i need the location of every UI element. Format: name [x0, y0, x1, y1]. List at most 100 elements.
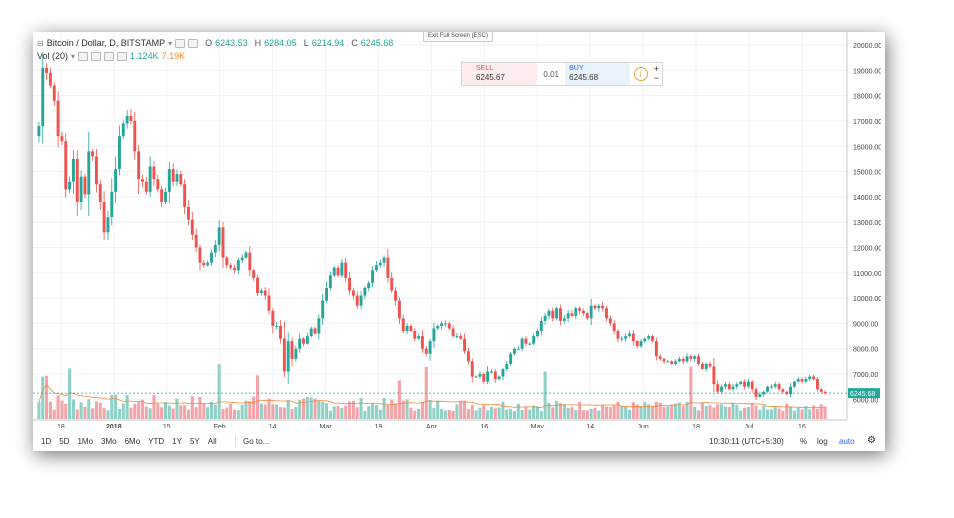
- period-5y[interactable]: 5Y: [189, 437, 200, 446]
- candle-body: [405, 325, 409, 332]
- volume-bar: [578, 401, 582, 419]
- chart-plot-area[interactable]: 20000.00 19000.00 18000.00 17000.00 16000.00…: [33, 32, 881, 428]
- candle-body: [351, 290, 355, 296]
- price-tick-label: 16000.00: [853, 144, 881, 151]
- candle-body: [98, 184, 102, 202]
- candle-body: [87, 151, 91, 195]
- gear-icon[interactable]: ⚙: [867, 435, 876, 446]
- volume-bar: [643, 402, 647, 419]
- candle-body: [524, 338, 528, 344]
- chevron-down-icon[interactable]: ▾: [71, 51, 76, 61]
- volume-bar: [271, 404, 275, 419]
- candle-body: [91, 151, 95, 157]
- buy-label: BUY: [569, 65, 584, 72]
- bottom-toolbar: 1D 5D 1Mo 3Mo 6Mo YTD 1Y 5Y All Go to...…: [33, 432, 885, 451]
- volume-bar: [45, 375, 49, 419]
- settings-mini-icon[interactable]: [188, 38, 199, 48]
- candle-body: [693, 356, 697, 359]
- candle-body: [252, 270, 256, 278]
- percent-toggle[interactable]: %: [800, 437, 808, 446]
- volume-bar: [696, 410, 701, 419]
- candle-body: [674, 361, 677, 364]
- period-6mo[interactable]: 6Mo: [124, 437, 141, 446]
- volume-label[interactable]: Vol (20): [37, 51, 69, 61]
- candle-body: [440, 323, 444, 326]
- candle-body: [428, 341, 432, 354]
- period-1d[interactable]: 1D: [41, 437, 52, 446]
- candle-body: [624, 336, 628, 339]
- delete-mini-icon[interactable]: [104, 51, 115, 61]
- candle-body: [808, 376, 812, 380]
- time-tick-label: 18: [692, 424, 700, 428]
- candle-body: [125, 115, 129, 124]
- auto-toggle[interactable]: auto: [839, 437, 855, 446]
- volume-bar: [443, 410, 447, 419]
- volume-bar: [41, 376, 45, 419]
- candle-body: [589, 305, 593, 319]
- price-tick-label: 14000.00: [853, 195, 881, 202]
- candle-body: [551, 310, 555, 319]
- volume-bar: [252, 396, 256, 419]
- candle-body: [52, 85, 56, 101]
- candle-body: [71, 158, 75, 182]
- volume-bar: [685, 401, 689, 419]
- sell-button[interactable]: SELL 6245.67: [462, 63, 538, 85]
- volume-bar: [512, 410, 516, 419]
- period-all[interactable]: All: [207, 437, 217, 446]
- period-1mo[interactable]: 1Mo: [77, 437, 94, 446]
- candle-body: [217, 227, 221, 245]
- volume-bar: [754, 405, 758, 419]
- volume-bar: [163, 402, 168, 419]
- exit-fullscreen-button[interactable]: Exit Full Screen (ESC): [423, 32, 494, 42]
- clock-timezone[interactable]: 10:30:11 (UTC+5:30): [709, 437, 784, 446]
- info-button[interactable]: i: [630, 63, 650, 85]
- candle-body: [731, 386, 735, 390]
- candle-body: [305, 336, 309, 344]
- candle-body: [187, 207, 190, 220]
- period-1y[interactable]: 1Y: [172, 437, 182, 446]
- eye-icon[interactable]: [175, 38, 186, 48]
- eye-icon[interactable]: [78, 51, 89, 61]
- volume-bar: [593, 407, 597, 419]
- volume-bar: [558, 403, 563, 419]
- candle-body: [133, 120, 137, 152]
- period-ytd[interactable]: YTD: [148, 437, 165, 446]
- volume-bar: [474, 410, 478, 419]
- settings-mini-icon[interactable]: [91, 51, 102, 61]
- spread-value: 0.01: [543, 69, 559, 79]
- candle-body: [302, 338, 305, 344]
- time-tick-label: 14: [586, 424, 594, 428]
- candle-body: [263, 290, 267, 296]
- candle-body: [493, 371, 497, 380]
- volume-bar: [792, 410, 796, 419]
- price-tick-label: 13000.00: [853, 220, 881, 227]
- collapse-icon[interactable]: ⊟: [37, 38, 44, 48]
- chevron-down-icon[interactable]: ▾: [168, 38, 173, 48]
- plus-button[interactable]: +: [653, 64, 660, 74]
- candle-body: [555, 308, 559, 319]
- candle-body: [144, 181, 148, 192]
- volume-bar: [466, 409, 470, 419]
- volume-bar: [267, 398, 271, 419]
- minus-button[interactable]: −: [653, 73, 660, 83]
- symbol-title[interactable]: Bitcoin / Dollar, D, BITSTAMP: [46, 38, 166, 48]
- buy-button[interactable]: BUY 6245.68: [565, 63, 631, 85]
- candle-body: [631, 333, 635, 342]
- period-3mo[interactable]: 3Mo: [101, 437, 117, 446]
- zoom-controls: + −: [651, 63, 662, 85]
- volume-bar: [796, 408, 800, 419]
- time-tick-label: Mar: [320, 424, 333, 428]
- close-mini-icon[interactable]: [117, 51, 128, 61]
- candle-body: [781, 389, 785, 392]
- volume-bar: [79, 402, 83, 419]
- candle-body: [643, 338, 647, 342]
- candle-body: [37, 126, 41, 137]
- goto-button[interactable]: Go to...: [243, 437, 270, 446]
- candlestick-chart[interactable]: 20000.00 19000.00 18000.00 17000.00 16000.00…: [33, 32, 881, 428]
- period-5d[interactable]: 5D: [59, 437, 70, 446]
- volume-bar: [562, 404, 566, 419]
- volume-bar: [152, 394, 156, 419]
- volume-bar: [654, 401, 658, 419]
- log-toggle[interactable]: log: [817, 437, 828, 446]
- volume-bar: [535, 406, 539, 419]
